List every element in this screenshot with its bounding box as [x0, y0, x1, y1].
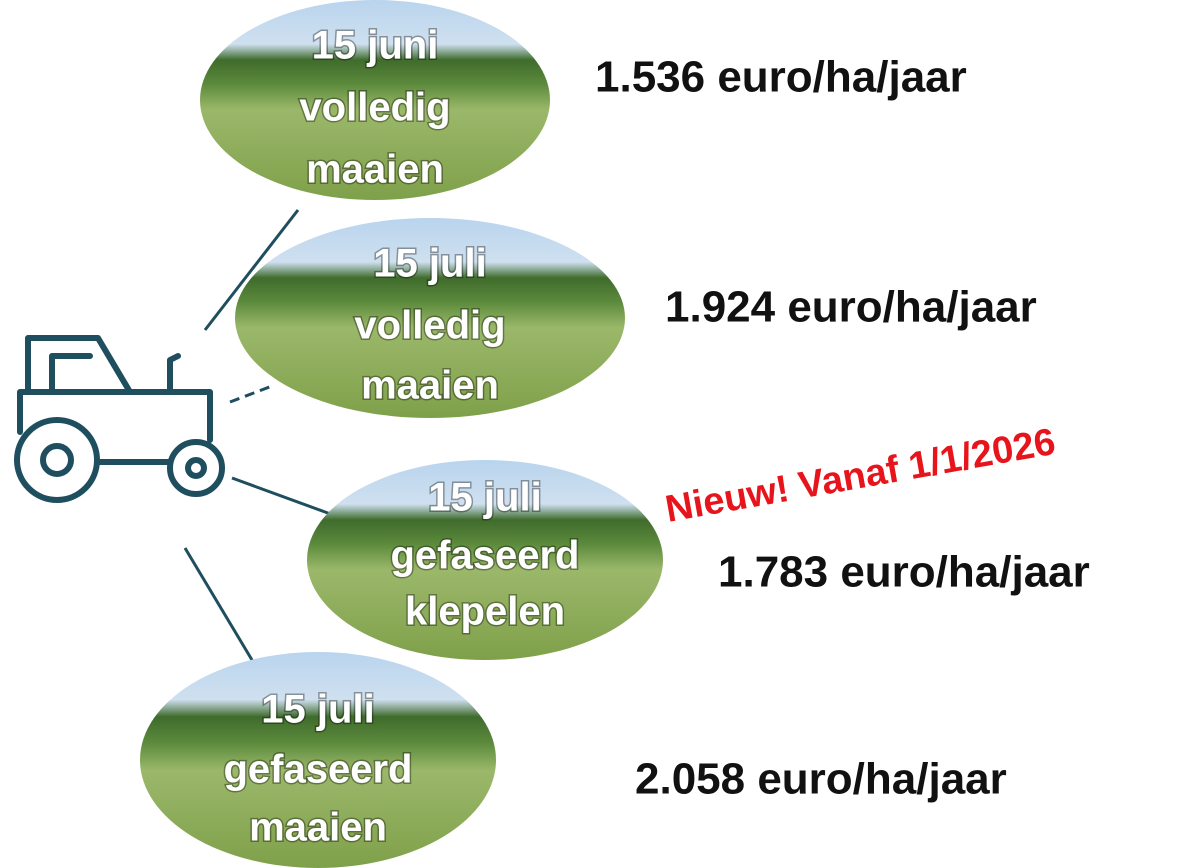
- label: 15 juni: [312, 24, 439, 68]
- tractor-icon: [17, 338, 222, 500]
- label: 15 juli: [373, 242, 486, 286]
- diagram: 15 juni volledig maaien 1.536 euro/ha/ja…: [0, 0, 1188, 868]
- label: maaien: [306, 148, 444, 192]
- price: 1.536 euro/ha/jaar: [595, 53, 967, 102]
- label: klepelen: [405, 590, 565, 634]
- option: 15 juli gefaseerd maaien 2.058 euro/ha/j…: [140, 652, 1007, 868]
- option: 15 juli volledig maaien 1.924 euro/ha/ja…: [235, 218, 1037, 418]
- label: volledig: [299, 86, 450, 130]
- label: gefaseerd: [224, 748, 413, 792]
- label: 15 juli: [428, 476, 541, 520]
- connector: [185, 548, 255, 665]
- label: gefaseerd: [391, 534, 580, 578]
- price: 1.783 euro/ha/jaar: [718, 548, 1090, 597]
- label: volledig: [354, 304, 505, 348]
- new-annotation: Nieuw! Vanaf 1/1/2026: [662, 421, 1058, 531]
- label: maaien: [361, 364, 499, 408]
- price: 2.058 euro/ha/jaar: [635, 755, 1007, 804]
- option: 15 juni volledig maaien 1.536 euro/ha/ja…: [200, 0, 967, 200]
- connector: [232, 478, 336, 516]
- connector: [230, 386, 272, 402]
- price: 1.924 euro/ha/jaar: [665, 283, 1037, 332]
- label: maaien: [249, 806, 387, 850]
- label: 15 juli: [261, 688, 374, 732]
